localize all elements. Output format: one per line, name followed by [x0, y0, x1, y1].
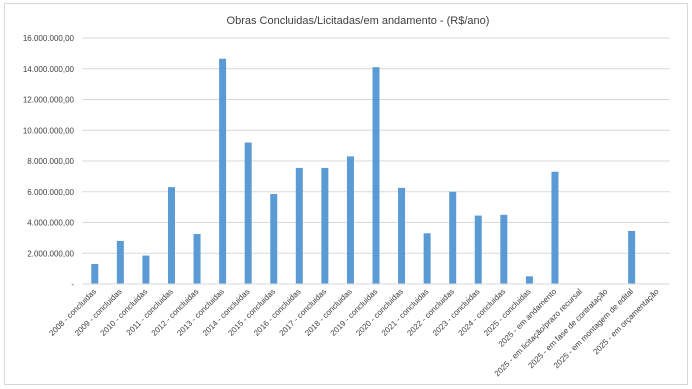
y-tick-label: 6.000.000,00	[27, 188, 74, 197]
x-tick-label: 2011 - concluidas	[125, 287, 175, 337]
bar	[423, 233, 431, 284]
x-tick-label: 2013 - concluidas	[175, 287, 226, 338]
x-tick-label: 2023 - concluidas	[431, 287, 482, 338]
y-tick-label: 16.000.000,00	[23, 34, 75, 43]
chart-title: Obras Concluidas/Licitadas/em andamento …	[227, 15, 490, 27]
x-tick-label: 2010 - concluidas	[99, 287, 150, 338]
bar	[346, 156, 354, 284]
bar	[91, 264, 99, 284]
x-tick-label: 2015 - concluidas	[226, 287, 277, 338]
bar	[628, 230, 636, 284]
x-tick-label: 2012 - concluidas	[150, 287, 201, 338]
bar	[167, 187, 175, 284]
bars	[91, 58, 636, 285]
bar	[398, 187, 406, 284]
bar	[474, 215, 482, 284]
bar	[525, 276, 533, 284]
y-tick-label: 14.000.000,00	[23, 65, 75, 74]
x-tick-label: 2016 - concluidas	[252, 287, 303, 338]
bar	[449, 191, 457, 284]
x-tick-label: 2018 - concluidas	[303, 287, 354, 338]
y-tick-label: 12.000.000,00	[23, 96, 75, 105]
y-tick-label: 2.000.000,00	[27, 249, 74, 258]
y-tick-label: -	[71, 280, 74, 289]
y-tick-label: 4.000.000,00	[27, 219, 74, 228]
bar	[116, 240, 124, 284]
x-tick-label: 2009 - concluidas	[73, 287, 124, 338]
y-tick-label: 8.000.000,00	[27, 157, 74, 166]
y-axis-ticks: - 2.000.000,00 4.000.000,00 6.000.000,00 8.0…	[23, 34, 75, 289]
x-tick-label: 2025 - concluidas	[482, 287, 533, 338]
x-tick-label: 2019 - concluidas	[329, 287, 380, 338]
bar	[219, 58, 227, 284]
bar	[270, 194, 278, 284]
bar	[500, 214, 508, 284]
x-tick-label: 2014 - concluidas	[201, 287, 252, 338]
x-tick-label: 2020 - concluidas	[354, 287, 405, 338]
x-tick-label: 2021 - concluidas	[380, 287, 431, 338]
x-tick-label: 2008 - concluidas	[47, 287, 98, 338]
bar	[321, 167, 329, 284]
bar	[244, 142, 252, 284]
chart-frame	[4, 3, 688, 385]
bar	[193, 234, 201, 284]
x-tick-label: 2024 - concluidas	[457, 287, 508, 338]
bar	[372, 67, 380, 285]
bar	[295, 167, 303, 284]
y-tick-label: 10.000.000,00	[23, 126, 75, 135]
x-tick-label: 2022 - concluidas	[405, 287, 456, 338]
bar	[142, 255, 150, 284]
x-tick-label: 2017 - concluidas	[278, 287, 329, 338]
bar	[551, 171, 559, 284]
